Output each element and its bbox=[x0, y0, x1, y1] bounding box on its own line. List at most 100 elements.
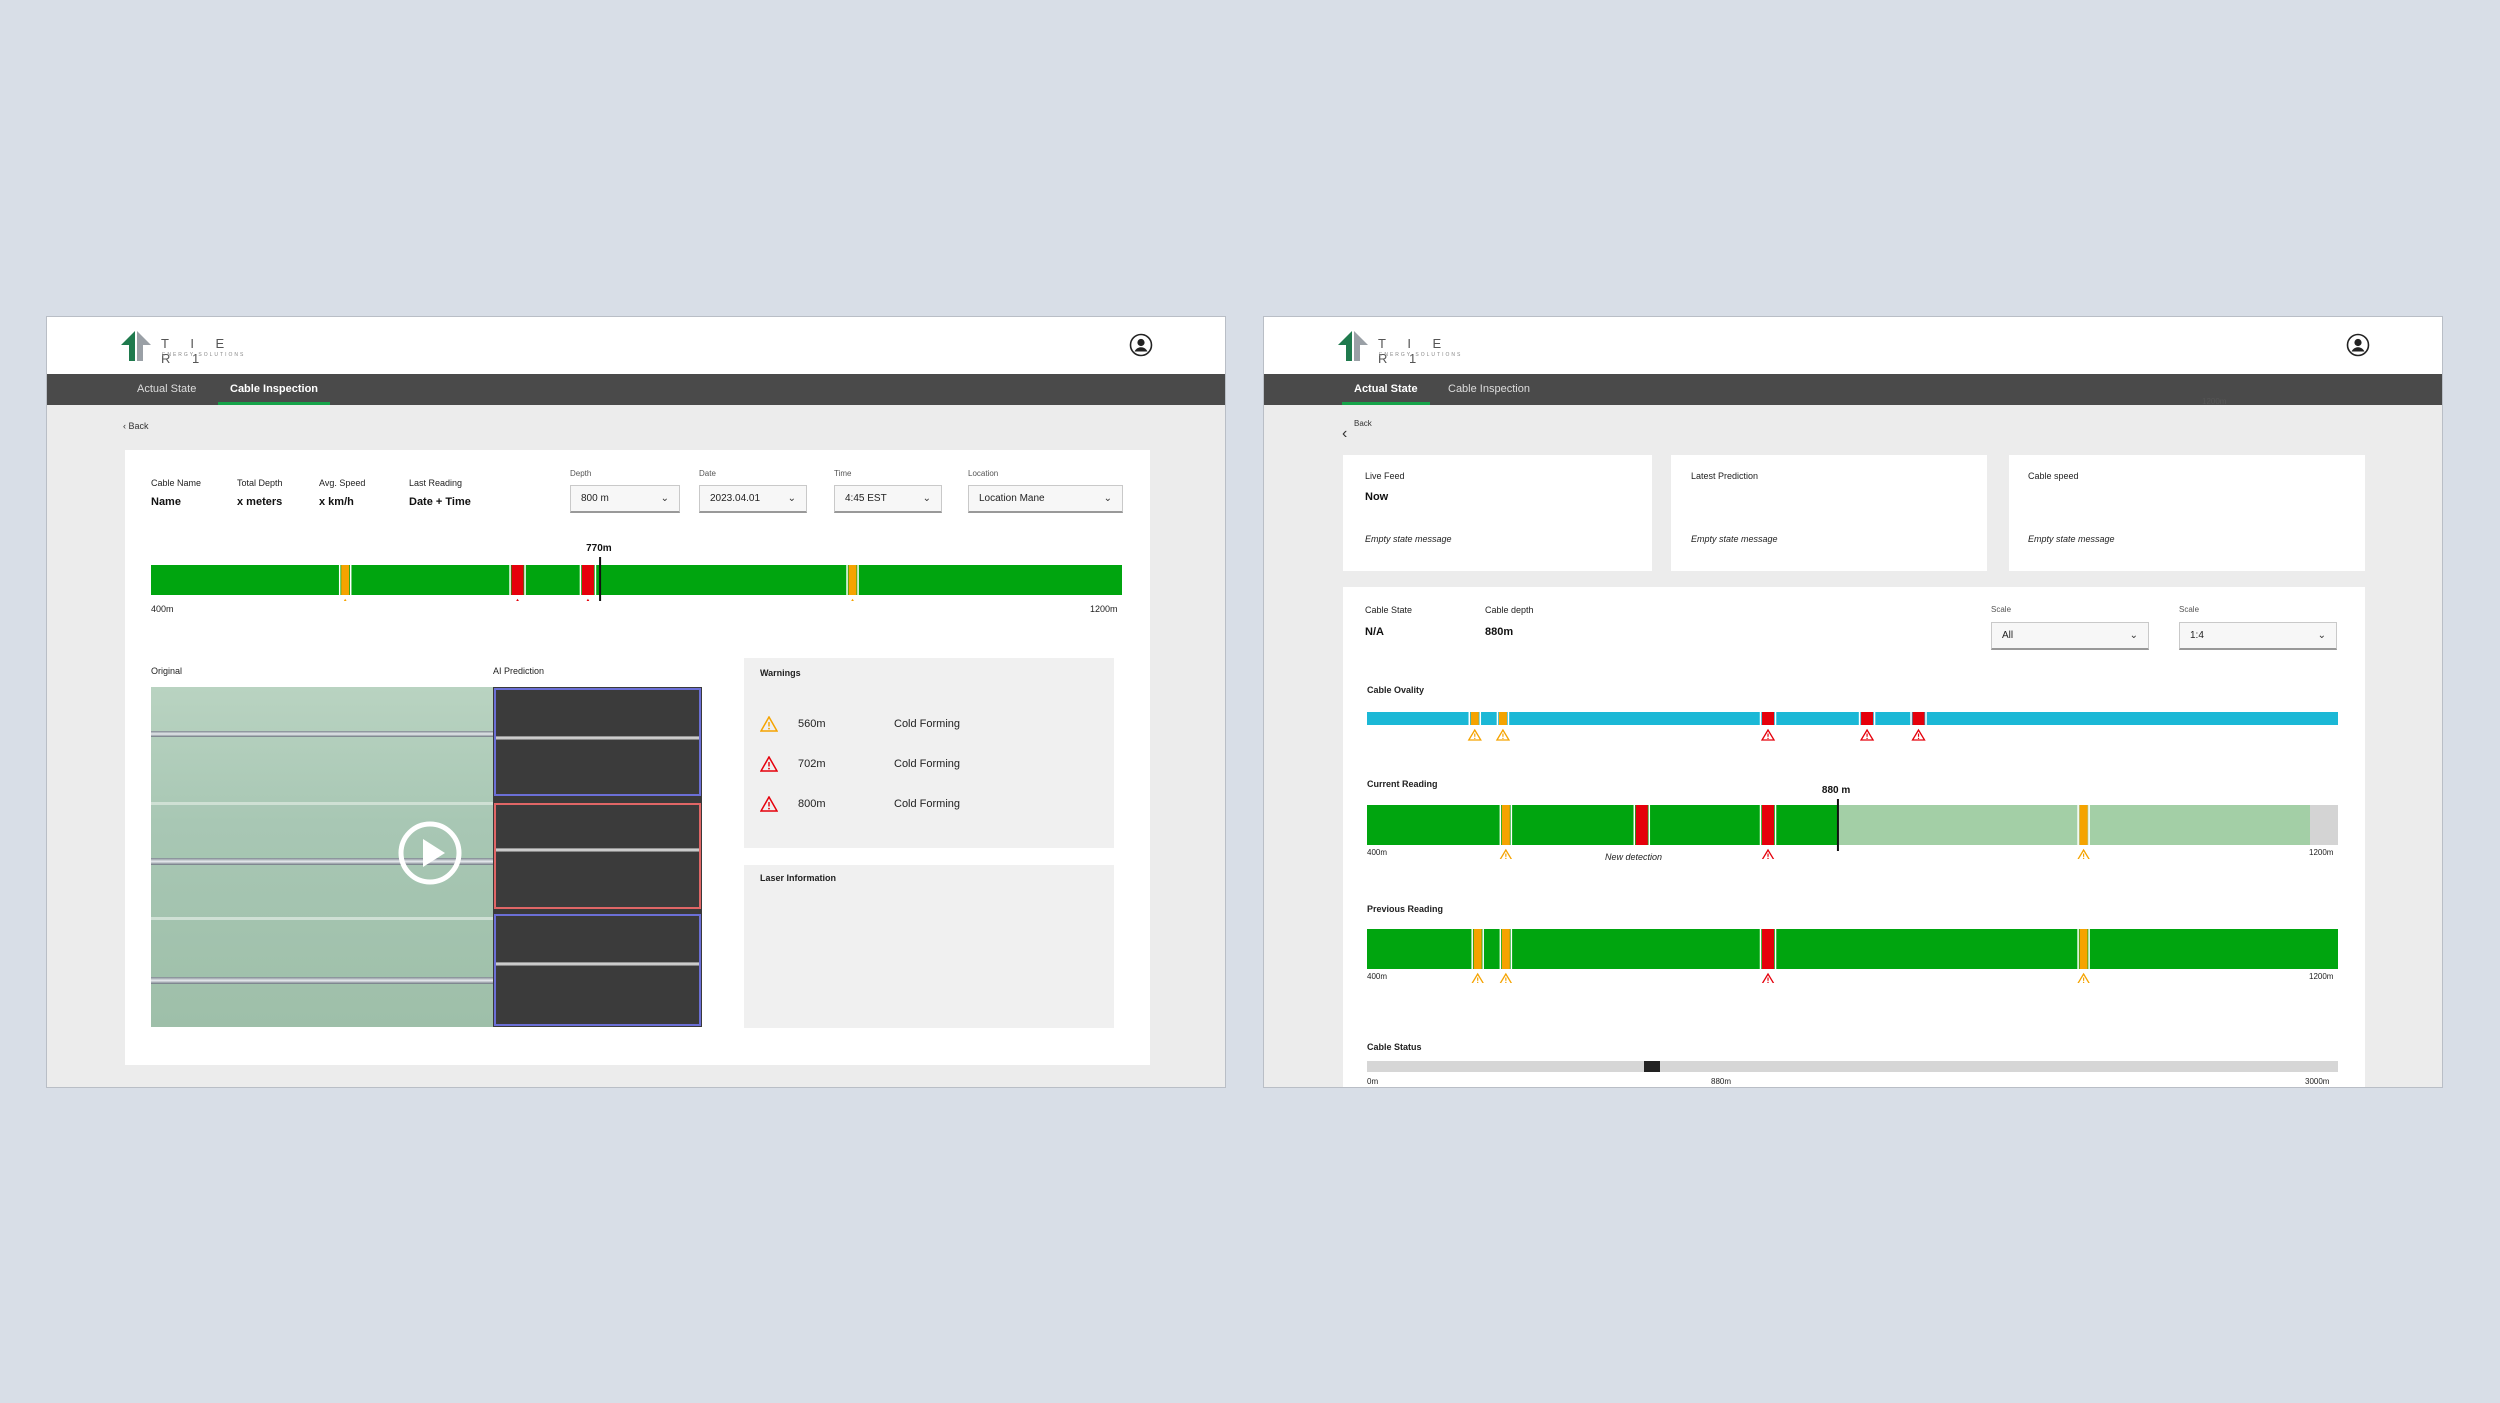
warning-type: Cold Forming bbox=[894, 758, 961, 770]
warning-red-icon bbox=[759, 795, 779, 817]
cable-inspection-window: T I E R 1 ENERGY SOLUTIONS Actual State … bbox=[46, 316, 1226, 1088]
avg-speed-label: Avg. Speed bbox=[319, 478, 366, 488]
depth-timeline[interactable]: 770m bbox=[151, 543, 1122, 611]
timeline-marker bbox=[2079, 929, 2088, 969]
cable-speed-card: Cable speed Empty state message bbox=[2009, 455, 2365, 571]
tab-actual-state[interactable]: Actual State bbox=[137, 383, 197, 395]
warning-orange-icon bbox=[2076, 972, 2091, 985]
location-select[interactable]: Location Mane ⌄ bbox=[968, 485, 1123, 513]
ai-frame-2[interactable] bbox=[494, 803, 701, 909]
live-feed-empty-message: Empty state message bbox=[1365, 534, 1452, 544]
timeline-marker bbox=[1501, 805, 1510, 845]
warning-orange-icon bbox=[1498, 848, 1514, 861]
warning-orange-icon bbox=[1467, 728, 1482, 741]
top-bar: T I E R 1 ENERGY SOLUTIONS bbox=[47, 317, 1225, 374]
tab-actual-state[interactable]: Actual State bbox=[1342, 374, 1430, 405]
timeline-marker bbox=[1501, 929, 1510, 969]
nav-tabs: Actual State Cable Inspection bbox=[47, 374, 1225, 405]
current-start-label: 400m bbox=[1367, 848, 1388, 857]
previous-end-label: 1200m bbox=[2309, 972, 2334, 981]
warning-orange-icon bbox=[1470, 972, 1485, 985]
warning-row[interactable]: 702m Cold Forming bbox=[759, 755, 1090, 777]
status-end-label: 3000m bbox=[2305, 1077, 2330, 1086]
timeline-marker bbox=[1470, 712, 1479, 725]
user-profile-icon[interactable] bbox=[2346, 333, 2370, 357]
cable-ovality-title: Cable Ovality bbox=[1367, 685, 1425, 695]
chevron-down-icon: ⌄ bbox=[2317, 630, 2326, 641]
cable-status-handle[interactable] bbox=[1643, 1061, 1660, 1072]
ovality-timeline[interactable] bbox=[1367, 706, 2338, 744]
back-label: Back bbox=[1354, 419, 1372, 428]
ai-frame-1[interactable] bbox=[494, 688, 701, 796]
scale-select[interactable]: All ⌄ bbox=[1991, 622, 2149, 650]
time-select[interactable]: 4:45 EST ⌄ bbox=[834, 485, 942, 513]
warning-type: Cold Forming bbox=[894, 798, 961, 810]
timeline-marker bbox=[1762, 929, 1775, 969]
warning-row[interactable]: 560m Cold Forming bbox=[759, 715, 1090, 737]
cable-state-card: Cable State N/A Cable depth 880m Scale A… bbox=[1343, 587, 2365, 1087]
current-reading-timeline[interactable]: 880 m bbox=[1367, 785, 2338, 861]
previous-reading-timeline[interactable] bbox=[1367, 923, 2338, 985]
warning-red-icon bbox=[1760, 848, 1776, 861]
top-bar: T I E R 1 ENERGY SOLUTIONS bbox=[1264, 317, 2442, 374]
avg-speed-value: x km/h bbox=[319, 496, 354, 508]
warning-red-icon bbox=[580, 598, 596, 611]
warning-red-icon bbox=[1760, 728, 1776, 741]
timeline-marker bbox=[1498, 712, 1507, 725]
timeline-marker bbox=[1473, 929, 1482, 969]
original-video[interactable] bbox=[151, 687, 493, 1027]
timeline-marker bbox=[2079, 805, 2088, 845]
ai-prediction-title: AI Prediction bbox=[493, 666, 545, 676]
depth-select[interactable]: 800 m ⌄ bbox=[570, 485, 680, 513]
timeline-marker bbox=[1912, 712, 1925, 725]
cable-status-track[interactable] bbox=[1367, 1061, 2338, 1072]
last-reading-label: Last Reading bbox=[409, 478, 463, 488]
status-start-label: 0m bbox=[1367, 1077, 1379, 1086]
tier1-logo[interactable]: T I E R 1 ENERGY SOLUTIONS bbox=[121, 331, 261, 366]
ratio-select-label: Scale bbox=[2179, 605, 2200, 614]
timeline-marker bbox=[1635, 805, 1648, 845]
latest-prediction-title: Latest Prediction bbox=[1691, 471, 1759, 481]
live-feed-title: Live Feed bbox=[1365, 471, 1405, 481]
cursor-depth-label: 770m bbox=[586, 543, 612, 554]
warning-orange-icon bbox=[759, 715, 779, 737]
scale-select-value: All bbox=[2002, 630, 2014, 641]
location-select-label: Location bbox=[968, 469, 999, 478]
ratio-select[interactable]: 1:4 ⌄ bbox=[2179, 622, 2337, 650]
laser-info-title: Laser Information bbox=[760, 873, 837, 883]
warnings-title: Warnings bbox=[760, 668, 801, 678]
back-link[interactable]: Back ‹ bbox=[1342, 419, 1372, 442]
chevron-down-icon: ⌄ bbox=[1103, 493, 1112, 504]
current-end-label: 1200m bbox=[2309, 848, 2334, 857]
warning-type: Cold Forming bbox=[894, 718, 961, 730]
stray-depth-label: 1200m bbox=[2202, 397, 2227, 406]
chevron-down-icon: ⌄ bbox=[2129, 630, 2138, 641]
back-link[interactable]: ‹ Back bbox=[123, 421, 149, 431]
ai-prediction-panel bbox=[493, 687, 702, 1027]
chevron-left-icon: ‹ bbox=[1342, 425, 1348, 442]
timeline-bar bbox=[151, 565, 1122, 595]
play-icon[interactable] bbox=[398, 821, 462, 885]
tab-cable-inspection[interactable]: Cable Inspection bbox=[218, 374, 331, 405]
warning-orange-icon bbox=[338, 598, 353, 611]
warnings-panel: Warnings 560m Cold Forming 702m Cold Formin… bbox=[744, 658, 1114, 848]
tier1-logo[interactable]: T I E R 1 ENERGY SOLUTIONS bbox=[1338, 331, 1478, 366]
warning-red-icon bbox=[759, 755, 779, 777]
live-feed-card: Live Feed Now Empty state message bbox=[1343, 455, 1652, 571]
chevron-down-icon: ⌄ bbox=[787, 493, 796, 504]
original-panel-title: Original bbox=[151, 666, 183, 676]
timeline-bar bbox=[1367, 929, 2338, 969]
ai-frame-3[interactable] bbox=[494, 914, 701, 1026]
chevron-down-icon: ⌄ bbox=[922, 493, 931, 504]
current-reading-title: Current Reading bbox=[1367, 779, 1438, 789]
warning-depth: 560m bbox=[798, 718, 826, 730]
cable-state-label: Cable State bbox=[1365, 605, 1413, 615]
time-select-value: 4:45 EST bbox=[845, 493, 887, 504]
total-depth-value: x meters bbox=[237, 496, 283, 508]
date-select[interactable]: 2023.04.01 ⌄ bbox=[699, 485, 807, 513]
actual-state-window: T I E R 1 ENERGY SOLUTIONS Actual State … bbox=[1263, 316, 2443, 1088]
timeline-end-label: 1200m bbox=[1090, 604, 1118, 614]
user-profile-icon[interactable] bbox=[1129, 333, 1153, 357]
tab-cable-inspection[interactable]: Cable Inspection bbox=[1448, 383, 1530, 395]
warning-row[interactable]: 800m Cold Forming bbox=[759, 795, 1090, 817]
